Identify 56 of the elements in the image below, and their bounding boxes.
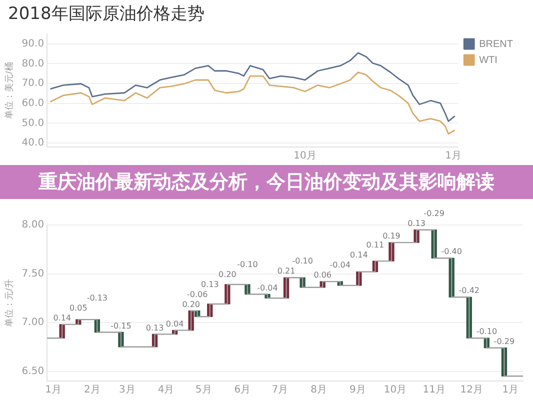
- data-label: -0.04: [330, 260, 350, 270]
- data-label: -0.42: [458, 286, 480, 296]
- y-axis-title: 单位：美元/桶: [4, 62, 14, 119]
- y-tick-label: 7.50: [22, 268, 44, 280]
- text: 重庆油价最新动态及分析，今日油价变动及其影响解读: [0, 165, 533, 199]
- x-tick-label: 1月: [502, 384, 519, 396]
- data-label: -0.06: [187, 290, 208, 299]
- y-tick-label: 60.0: [22, 98, 44, 109]
- x-tick-label: 2月: [84, 384, 100, 396]
- data-label: -0.40: [441, 247, 462, 256]
- data-label: 0.13: [146, 323, 164, 332]
- y-tick-label: 50.0: [22, 118, 44, 129]
- data-label: 0.06: [314, 270, 332, 280]
- data-label: 0.13: [408, 218, 426, 228]
- x-tick-label: 4月: [158, 384, 174, 396]
- x-tick-label: 1月: [445, 150, 462, 162]
- data-label: -0.29: [424, 208, 444, 218]
- x-tick-label: 8月: [310, 384, 328, 396]
- data-label: 0.14: [53, 314, 71, 323]
- data-label: -0.04: [257, 283, 278, 292]
- data-label: 0.20: [182, 300, 200, 309]
- data-label: 0.05: [69, 304, 88, 313]
- x-tick-label: 7月: [272, 384, 288, 396]
- y-tick-label: 8.00: [22, 220, 44, 231]
- x-tick-label: 11月: [422, 384, 446, 396]
- y-tick-label: 70.0: [22, 78, 44, 90]
- x-tick-label: 6月: [234, 384, 251, 396]
- data-label: -0.29: [494, 336, 515, 346]
- data-label: 0.19: [382, 232, 400, 241]
- y-tick-label: 40.0: [22, 138, 44, 149]
- x-tick-label: 3月: [119, 384, 136, 396]
- y-tick-label: 7.00: [22, 317, 44, 328]
- x-tick-label: 1月: [45, 384, 62, 396]
- data-label: 0.20: [218, 270, 236, 279]
- x-tick-label: 10月: [294, 150, 316, 162]
- x-tick-label: 9月: [349, 384, 366, 396]
- chart-title: 2018年国际原油价格走势: [7, 3, 206, 25]
- data-label: 0.13: [200, 280, 219, 289]
- y-axis-title: 单位：元/升: [4, 279, 14, 327]
- y-tick-label: 6.50: [22, 366, 44, 377]
- data-label: -0.10: [292, 256, 313, 266]
- data-label: 0.14: [350, 250, 368, 260]
- x-tick-label: 12月: [460, 384, 484, 396]
- x-tick-label: 5月: [195, 384, 212, 396]
- y-tick-label: 90.0: [22, 38, 44, 50]
- x-tick-label: 10月: [384, 384, 407, 396]
- legend-label: WTI: [479, 54, 498, 66]
- legend-label: BRENT: [479, 38, 514, 50]
- data-label: -0.10: [237, 260, 258, 269]
- data-label: 0.11: [366, 240, 384, 250]
- data-label: 0.21: [277, 266, 296, 276]
- data-label: 0.04: [166, 319, 184, 328]
- data-label: -0.15: [110, 321, 132, 330]
- data-label: -0.10: [476, 327, 498, 336]
- y-tick-label: 80.0: [22, 58, 44, 70]
- data-label: -0.13: [86, 294, 108, 303]
